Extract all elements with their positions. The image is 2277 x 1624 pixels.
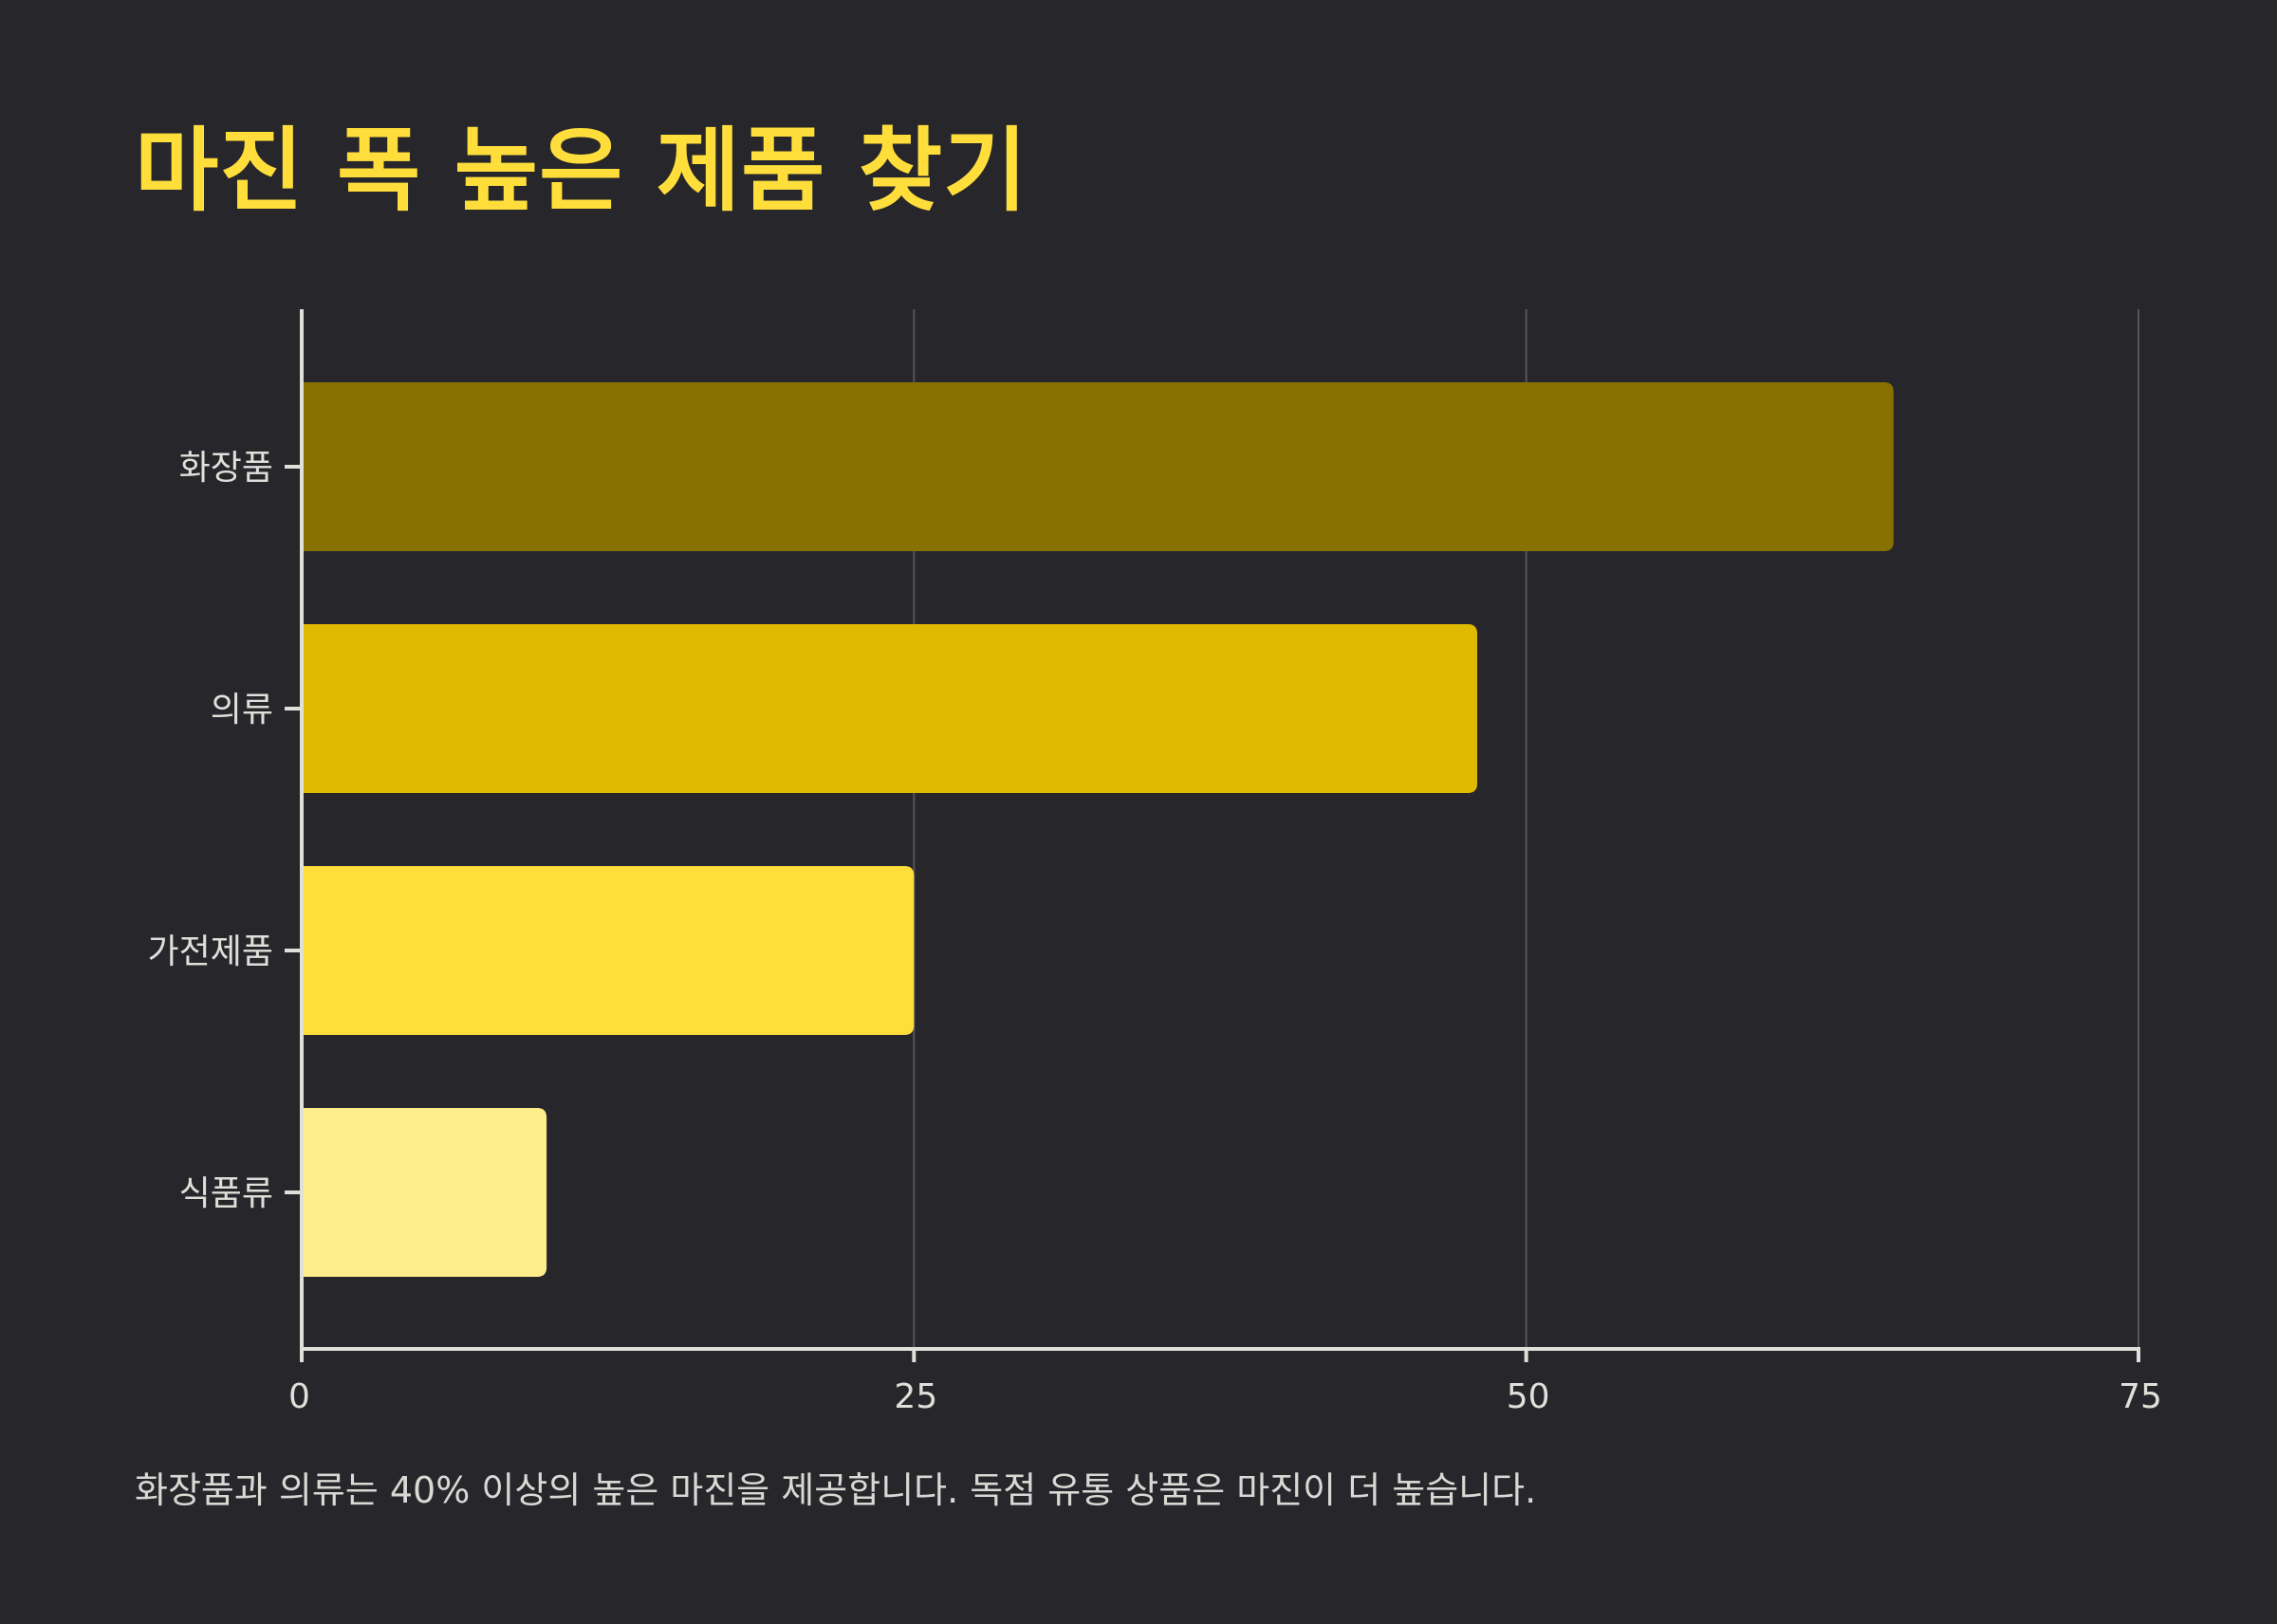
chart-footnote: 화장품과 의류는 40% 이상의 높은 마진을 제공합니다. 독점 유통 상품은… <box>135 1469 1537 1511</box>
chart-title: 마진 폭 높은 제품 찾기 <box>135 118 1028 224</box>
x-tick-label-0: 0 <box>288 1377 310 1416</box>
category-label-1: 화장품 <box>179 449 273 488</box>
bar-1 <box>304 382 1894 551</box>
category-label-4: 식품류 <box>179 1174 273 1213</box>
bar-2 <box>304 624 1478 793</box>
category-label-3: 가전제품 <box>148 932 273 971</box>
category-label-2: 의류 <box>211 691 273 729</box>
x-tick-label-25: 25 <box>894 1377 937 1416</box>
x-tick-label-50: 50 <box>1507 1377 1550 1416</box>
bar-3 <box>304 866 915 1035</box>
bars <box>304 382 1894 1277</box>
bar-4 <box>304 1108 547 1277</box>
x-tick-label-75: 75 <box>2119 1377 2162 1416</box>
axes <box>285 309 2140 1362</box>
